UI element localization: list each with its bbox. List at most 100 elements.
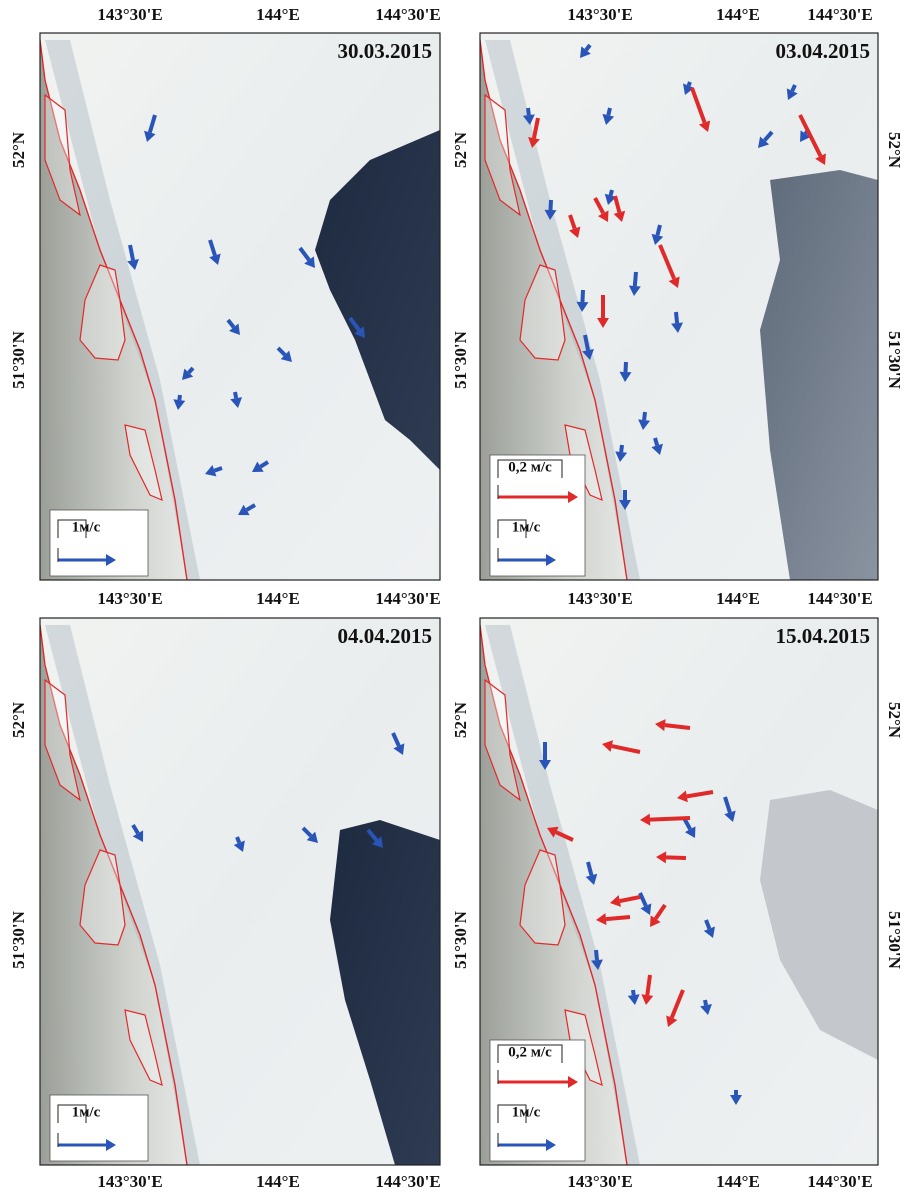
- panel-date: 03.04.2015: [776, 39, 871, 63]
- arrow-head: [568, 491, 578, 503]
- arrow-head: [602, 740, 614, 752]
- arrow-head: [106, 554, 116, 566]
- arrow-head: [393, 743, 405, 755]
- longitude-label: 144°E: [256, 1172, 300, 1191]
- panel-date: 15.04.2015: [776, 624, 871, 648]
- panel-frame: [479, 32, 879, 581]
- scale-bracket: [497, 1044, 563, 1063]
- arrow-shaft: [632, 271, 638, 287]
- shore-ice: [45, 625, 200, 1165]
- latitude-label: 52°N: [9, 131, 28, 168]
- vectors: [131, 732, 405, 852]
- map-panel: [40, 33, 440, 580]
- latitude-label: 51°30'N: [885, 911, 904, 970]
- arrow-shaft: [298, 246, 311, 262]
- arrow-shaft: [690, 87, 707, 124]
- water: [760, 170, 878, 580]
- arrow-head: [371, 836, 383, 848]
- arrow-head: [597, 318, 609, 328]
- arrow-shaft: [593, 197, 605, 215]
- scale-bracket: [497, 459, 563, 478]
- arrow-head: [354, 326, 365, 338]
- longitude-label: 144°30'E: [807, 589, 872, 608]
- latitude-label: 52°N: [885, 132, 904, 169]
- longitude-label: 143°30'E: [97, 5, 162, 24]
- arrow-head: [546, 1139, 556, 1151]
- arrow-shaft: [645, 974, 652, 996]
- arrow-head: [205, 465, 217, 477]
- arrow-shaft: [674, 311, 680, 324]
- arrow-head: [638, 419, 651, 430]
- arrow-head: [597, 210, 609, 222]
- arrow-shaft: [669, 989, 685, 1019]
- arrow-head: [682, 83, 695, 95]
- arrow-head: [602, 113, 615, 125]
- arrow-shaft: [131, 823, 140, 835]
- shore-ice: [45, 40, 200, 580]
- arrow-head: [280, 350, 292, 362]
- arrow-head: [700, 1004, 712, 1015]
- arrow-head: [619, 371, 632, 382]
- vectors: [127, 114, 365, 516]
- arrow-head: [730, 1095, 742, 1105]
- arrow-shaft: [532, 117, 540, 139]
- arrow-head: [640, 813, 651, 826]
- land: [480, 625, 627, 1165]
- arrow-shaft: [619, 895, 641, 903]
- arrow-head: [580, 46, 591, 58]
- longitude-label: 144°30'E: [375, 5, 440, 24]
- arrow-head: [666, 1015, 678, 1027]
- arrow-head: [522, 114, 535, 125]
- arrow-shaft: [366, 828, 379, 842]
- longitude-label: 144°30'E: [375, 589, 440, 608]
- arrow-shaft: [391, 732, 401, 747]
- latitude-label: 51°30'N: [885, 331, 904, 390]
- arrow-head: [582, 349, 594, 360]
- arrow-shaft: [649, 816, 691, 822]
- arrow-shaft: [208, 239, 217, 257]
- arrow-shaft: [623, 361, 628, 373]
- latitude-label: 51°30'N: [9, 330, 28, 389]
- water: [760, 790, 878, 1060]
- lagoon: [484, 678, 521, 802]
- longitude-label: 144°E: [256, 5, 300, 24]
- land: [40, 625, 187, 1165]
- panel-date: 30.03.2015: [338, 39, 433, 63]
- arrow-head: [591, 959, 603, 970]
- arrow-head: [650, 915, 661, 927]
- arrow-head: [568, 1076, 578, 1088]
- arrow-shaft: [653, 903, 667, 920]
- arrow-shaft: [665, 855, 687, 860]
- arrow-shaft: [233, 391, 239, 399]
- arrow-shaft: [763, 130, 774, 142]
- arrow-shaft: [187, 366, 195, 374]
- water: [330, 820, 440, 1165]
- arrow-shaft: [580, 289, 585, 303]
- longitude-label: 144°E: [716, 589, 760, 608]
- longitude-label: 144°30'E: [807, 1172, 872, 1191]
- vectors: [539, 719, 742, 1105]
- water: [315, 130, 440, 470]
- arrow-shaft: [655, 224, 662, 236]
- arrow-head: [238, 504, 250, 516]
- shore-ice: [485, 625, 640, 1165]
- map-content: [40, 618, 440, 1165]
- lagoon: [44, 93, 81, 217]
- arrow-shaft: [608, 189, 614, 196]
- arrow-head: [569, 226, 581, 238]
- longitude-label: 143°30'E: [97, 589, 162, 608]
- arrow-head: [306, 831, 318, 843]
- arrow-shaft: [526, 107, 531, 116]
- arrow-head: [668, 276, 680, 288]
- arrow-head: [585, 873, 598, 885]
- panel-frame: [479, 617, 879, 1166]
- arrow-head: [230, 397, 243, 408]
- vectors: [522, 43, 826, 510]
- latitude-label: 52°N: [451, 131, 470, 168]
- arrow-head: [229, 323, 240, 335]
- scale-box: [489, 1039, 586, 1162]
- arrow-head: [173, 399, 186, 410]
- scale-bracket: [57, 1104, 87, 1123]
- arrow-head: [677, 790, 688, 803]
